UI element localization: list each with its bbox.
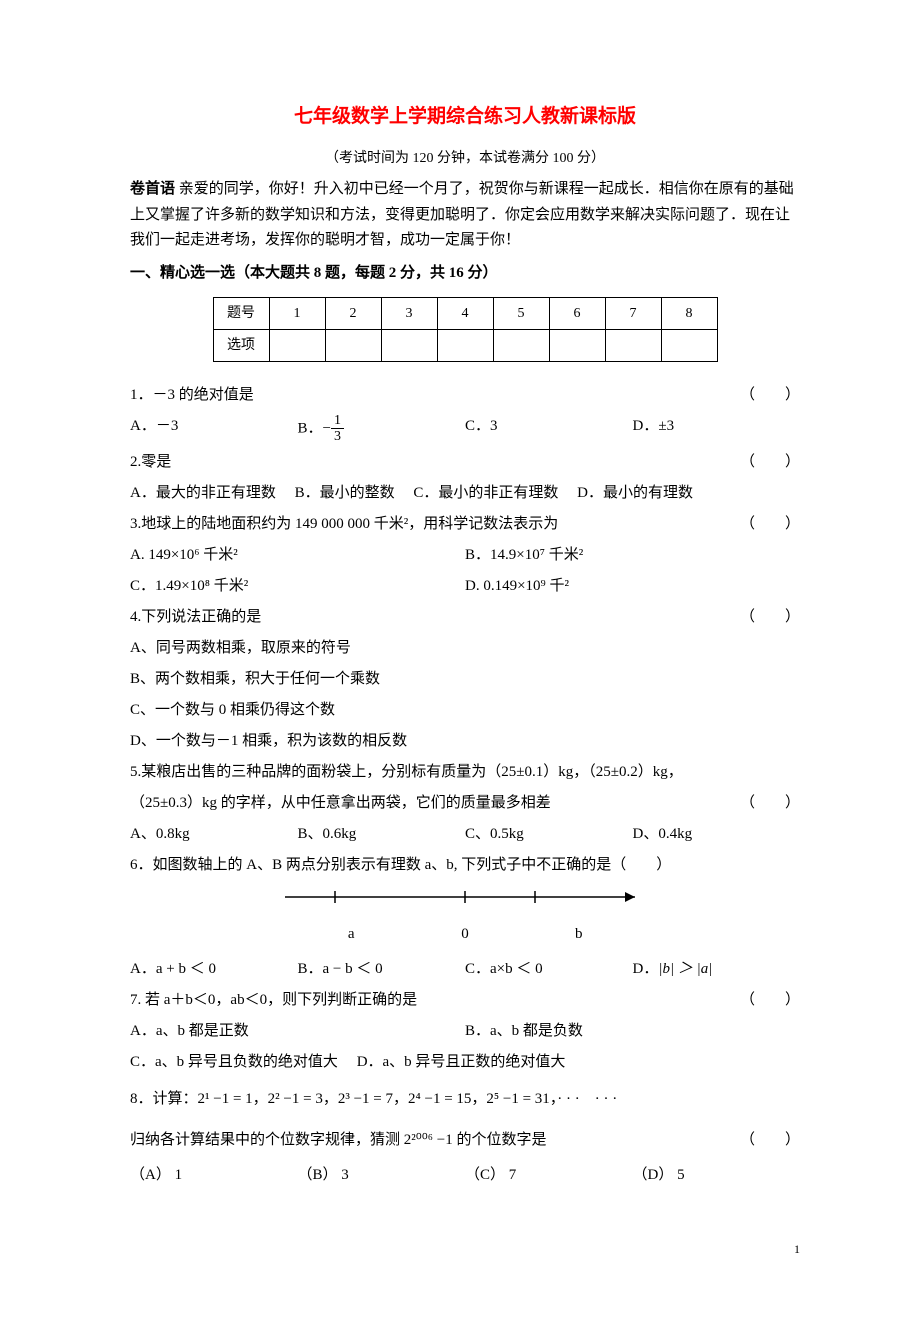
answer-blank[interactable]: [605, 329, 661, 361]
question-1: 1．－3 的绝对值是 （ ）: [130, 382, 800, 409]
answer-paren: （ ）: [710, 449, 800, 476]
answer-blank[interactable]: [549, 329, 605, 361]
q3-option-b: B．14.9×10⁷ 千米²: [465, 542, 800, 569]
q7-stem: 7. 若 a＋b＜0，ab＜0，则下列判断正确的是: [130, 987, 710, 1014]
q4-option-c: C、一个数与 0 相乘仍得这个数: [130, 697, 800, 724]
table-row: 题号 1 2 3 4 5 6 7 8: [213, 297, 717, 329]
table-cell: 6: [549, 297, 605, 329]
q2-option-a: A．最大的非正有理数: [130, 485, 276, 501]
q5-option-c: C、0.5kg: [465, 821, 633, 848]
q1-option-a: A．－3: [130, 413, 298, 445]
q5-stem-1: 5.某粮店出售的三种品牌的面粉袋上，分别标有质量为（25±0.1）kg，（25±…: [130, 759, 800, 786]
question-7: 7. 若 a＋b＜0，ab＜0，则下列判断正确的是 （ ）: [130, 987, 800, 1014]
label-a: a: [296, 921, 406, 948]
number-line: [130, 885, 800, 919]
q2-option-d: D．最小的有理数: [577, 485, 693, 501]
q6-option-b: B．a − b ＜ 0: [298, 956, 466, 983]
q5-stem-2: （25±0.3）kg 的字样，从中任意拿出两袋，它们的质量最多相差: [130, 790, 710, 817]
q8-stem-2: 归纳各计算结果中的个位数字规律，猜测 2²⁰⁰⁶ −1 的个位数字是: [130, 1127, 710, 1154]
preface-label: 卷首语: [130, 181, 175, 197]
table-cell: 7: [605, 297, 661, 329]
q6-option-d: D．|b| ＞ |a|: [633, 956, 801, 983]
q8-option-a: （A） 1: [130, 1162, 298, 1189]
q4-stem: 4.下列说法正确的是: [130, 604, 710, 631]
q4-option-a: A、同号两数相乘，取原来的符号: [130, 635, 800, 662]
q7-option-b: B．a、b 都是负数: [465, 1018, 800, 1045]
table-cell: 2: [325, 297, 381, 329]
q7-options-row1: A．a、b 都是正数 B．a、b 都是负数: [130, 1018, 800, 1045]
answer-paren: （ ）: [710, 382, 800, 409]
table-cell: 1: [269, 297, 325, 329]
section-1-heading: 一、精心选一选（本大题共 8 题，每题 2 分，共 16 分）: [130, 260, 800, 287]
q6-stem: 6．如图数轴上的 A、B 两点分别表示有理数 a、b, 下列式子中不正确的是（ …: [130, 852, 800, 879]
q2-stem: 2.零是: [130, 449, 710, 476]
table-cell: 题号: [213, 297, 269, 329]
q8-option-c: （C） 7: [465, 1162, 633, 1189]
question-3: 3.地球上的陆地面积约为 149 000 000 千米²，用科学记数法表示为 （…: [130, 511, 800, 538]
q2-option-c: C．最小的非正有理数: [413, 485, 558, 501]
q1-stem: 1．－3 的绝对值是: [130, 382, 710, 409]
preface: 卷首语 亲爱的同学，你好！升入初中已经一个月了，祝贺你与新课程一起成长．相信你在…: [130, 177, 800, 254]
q2-option-b: B．最小的整数: [295, 485, 395, 501]
q1-option-c: C．3: [465, 413, 633, 445]
q7-options-row2: C．a、b 异号且负数的绝对值大 D．a、b 异号且正数的绝对值大: [130, 1049, 800, 1076]
q5-option-a: A、0.8kg: [130, 821, 298, 848]
answer-blank[interactable]: [661, 329, 717, 361]
q8-option-d: （D） 5: [633, 1162, 801, 1189]
page-number: 1: [130, 1239, 800, 1261]
table-cell: 3: [381, 297, 437, 329]
q5-options: A、0.8kg B、0.6kg C、0.5kg D、0.4kg: [130, 821, 800, 848]
answer-blank[interactable]: [437, 329, 493, 361]
q6-options: A．a + b ＜ 0 B．a − b ＜ 0 C．a×b ＜ 0 D．|b| …: [130, 956, 800, 983]
answer-paren: （ ）: [710, 511, 800, 538]
table-cell: 选项: [213, 329, 269, 361]
label-0: 0: [410, 921, 520, 948]
answer-blank[interactable]: [381, 329, 437, 361]
answer-paren: （ ）: [710, 604, 800, 631]
question-2: 2.零是 （ ）: [130, 449, 800, 476]
q3-option-a: A. 149×10⁶ 千米²: [130, 542, 465, 569]
answer-blank[interactable]: [325, 329, 381, 361]
page-subtitle: （考试时间为 120 分钟，本试卷满分 100 分）: [130, 146, 800, 171]
q1-options: A．－3 B．−13 C．3 D．±3: [130, 413, 800, 445]
q5-option-d: D、0.4kg: [633, 821, 801, 848]
answer-blank[interactable]: [493, 329, 549, 361]
question-8: 归纳各计算结果中的个位数字规律，猜测 2²⁰⁰⁶ −1 的个位数字是 （ ）: [130, 1127, 800, 1154]
q1-option-b: B．−13: [298, 413, 466, 445]
question-5: （25±0.3）kg 的字样，从中任意拿出两袋，它们的质量最多相差 （ ）: [130, 790, 800, 817]
table-cell: 8: [661, 297, 717, 329]
q3-options-row1: A. 149×10⁶ 千米² B．14.9×10⁷ 千米²: [130, 542, 800, 569]
q4-option-d: D、一个数与－1 相乘，积为该数的相反数: [130, 728, 800, 755]
q6-option-c: C．a×b ＜ 0: [465, 956, 633, 983]
table-cell: 4: [437, 297, 493, 329]
table-row: 选项: [213, 329, 717, 361]
page-title: 七年级数学上学期综合练习人教新课标版: [130, 100, 800, 134]
q7-option-a: A．a、b 都是正数: [130, 1018, 465, 1045]
answer-paren: （ ）: [710, 790, 800, 817]
fraction: 13: [331, 413, 344, 445]
label-b: b: [524, 921, 634, 948]
q8-option-b: （B） 3: [298, 1162, 466, 1189]
q3-option-c: C．1.49×10⁸ 千米²: [130, 573, 465, 600]
table-cell: 5: [493, 297, 549, 329]
q3-option-d: D. 0.149×10⁹ 千²: [465, 573, 800, 600]
q4-option-b: B、两个数相乘，积大于任何一个乘数: [130, 666, 800, 693]
q2-options: A．最大的非正有理数 B．最小的整数 C．最小的非正有理数 D．最小的有理数: [130, 480, 800, 507]
q8-stem-1: 8．计算：2¹ −1 = 1，2² −1 = 3，2³ −1 = 7，2⁴ −1…: [130, 1086, 800, 1113]
q6-option-a: A．a + b ＜ 0: [130, 956, 298, 983]
q8-options: （A） 1 （B） 3 （C） 7 （D） 5: [130, 1162, 800, 1189]
q5-option-b: B、0.6kg: [298, 821, 466, 848]
q7-option-d: D．a、b 异号且正数的绝对值大: [357, 1054, 566, 1070]
number-line-labels: a 0 b: [130, 921, 800, 948]
answer-blank[interactable]: [269, 329, 325, 361]
q3-options-row2: C．1.49×10⁸ 千米² D. 0.149×10⁹ 千²: [130, 573, 800, 600]
answer-sheet-table: 题号 1 2 3 4 5 6 7 8 选项: [213, 297, 718, 362]
answer-paren: （ ）: [710, 1127, 800, 1154]
question-4: 4.下列说法正确的是 （ ）: [130, 604, 800, 631]
q1-option-d: D．±3: [633, 413, 801, 445]
q3-stem: 3.地球上的陆地面积约为 149 000 000 千米²，用科学记数法表示为: [130, 511, 710, 538]
preface-body: 亲爱的同学，你好！升入初中已经一个月了，祝贺你与新课程一起成长．相信你在原有的基…: [130, 181, 794, 248]
q7-option-c: C．a、b 异号且负数的绝对值大: [130, 1054, 338, 1070]
answer-paren: （ ）: [710, 987, 800, 1014]
